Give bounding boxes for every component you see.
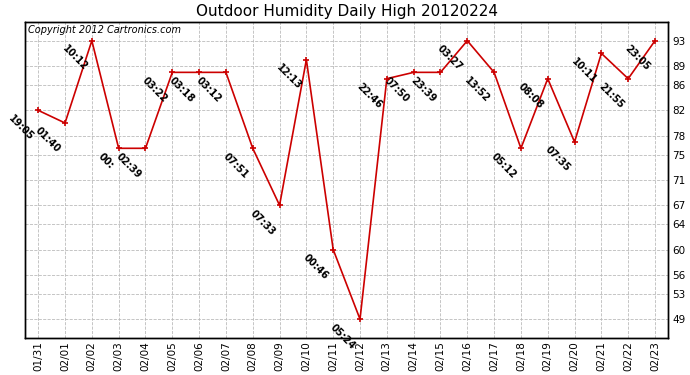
Text: 07:33: 07:33 — [248, 208, 277, 237]
Text: 02:39: 02:39 — [114, 151, 143, 180]
Text: 21:55: 21:55 — [596, 81, 625, 111]
Text: 03:18: 03:18 — [167, 75, 197, 104]
Text: 19:05: 19:05 — [6, 113, 35, 142]
Text: 03:27: 03:27 — [435, 44, 464, 72]
Text: 05:24: 05:24 — [328, 322, 357, 351]
Text: 00:46: 00:46 — [302, 252, 331, 281]
Text: Copyright 2012 Cartronics.com: Copyright 2012 Cartronics.com — [28, 25, 181, 35]
Text: 22:46: 22:46 — [355, 81, 384, 111]
Text: 03:22: 03:22 — [141, 75, 170, 104]
Text: 10:11: 10:11 — [570, 56, 599, 85]
Text: 12:13: 12:13 — [275, 63, 304, 92]
Text: 00:: 00: — [97, 151, 116, 171]
Title: Outdoor Humidity Daily High 20120224: Outdoor Humidity Daily High 20120224 — [195, 4, 497, 19]
Text: 05:12: 05:12 — [489, 151, 518, 180]
Text: 08:08: 08:08 — [516, 81, 545, 111]
Text: 23:39: 23:39 — [408, 75, 437, 104]
Text: 13:52: 13:52 — [462, 75, 491, 104]
Text: 07:50: 07:50 — [382, 75, 411, 104]
Text: 07:51: 07:51 — [221, 151, 250, 180]
Text: 01:40: 01:40 — [33, 126, 62, 155]
Text: 03:12: 03:12 — [194, 75, 223, 104]
Text: 23:05: 23:05 — [623, 44, 652, 72]
Text: 10:12: 10:12 — [60, 44, 89, 72]
Text: 07:35: 07:35 — [543, 145, 572, 174]
